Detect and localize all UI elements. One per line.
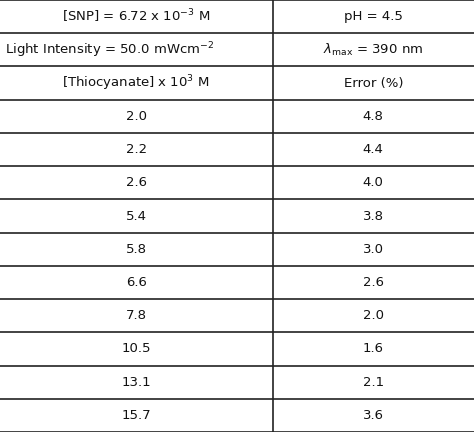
Text: 4.8: 4.8 (363, 110, 384, 123)
Text: 13.1: 13.1 (121, 376, 151, 389)
Text: [Thiocyanate] x 10$^{3}$ M: [Thiocyanate] x 10$^{3}$ M (63, 73, 210, 93)
Text: 3.6: 3.6 (363, 409, 384, 422)
Text: 2.6: 2.6 (126, 176, 147, 189)
Text: 15.7: 15.7 (121, 409, 151, 422)
Text: Error (%): Error (%) (344, 76, 403, 89)
Text: 4.4: 4.4 (363, 143, 384, 156)
Text: 2.0: 2.0 (363, 309, 384, 322)
Text: 7.8: 7.8 (126, 309, 147, 322)
Text: 1.6: 1.6 (363, 343, 384, 356)
Text: 2.6: 2.6 (363, 276, 384, 289)
Text: Light Intensity = 50.0 mWcm$^{-2}$: Light Intensity = 50.0 mWcm$^{-2}$ (5, 40, 214, 60)
Text: 2.0: 2.0 (126, 110, 147, 123)
Text: 4.0: 4.0 (363, 176, 384, 189)
Text: 2.2: 2.2 (126, 143, 147, 156)
Text: Light Intensity = 50.0 mWcm$^{-2}$: Light Intensity = 50.0 mWcm$^{-2}$ (0, 431, 1, 432)
Text: 5.4: 5.4 (126, 210, 147, 222)
Text: 3.8: 3.8 (363, 210, 384, 222)
Text: 2.1: 2.1 (363, 376, 384, 389)
Text: [SNP] = 6.72 x 10$^{-3}$ M: [SNP] = 6.72 x 10$^{-3}$ M (62, 8, 210, 25)
Text: pH = 4.5: pH = 4.5 (344, 10, 403, 23)
Text: $\lambda_{\mathrm{max}}$ = 390 nm: $\lambda_{\mathrm{max}}$ = 390 nm (323, 42, 423, 58)
Text: 3.0: 3.0 (363, 243, 384, 256)
Text: 5.8: 5.8 (126, 243, 147, 256)
Text: 6.6: 6.6 (126, 276, 147, 289)
Text: 10.5: 10.5 (121, 343, 151, 356)
